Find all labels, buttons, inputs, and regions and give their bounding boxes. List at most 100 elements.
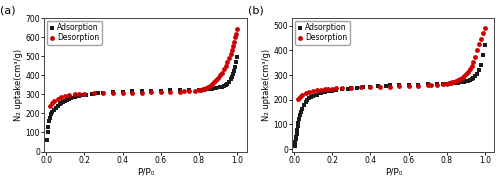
Legend: Adsorption, Desorption: Adsorption, Desorption — [46, 21, 102, 45]
Adsorption — [439, 82, 447, 85]
Desorption — [65, 94, 73, 97]
Desorption — [439, 83, 447, 86]
Adsorption — [338, 88, 346, 91]
Adsorption — [186, 89, 194, 92]
Desorption — [376, 85, 384, 88]
Desorption — [320, 88, 328, 91]
Desorption — [404, 85, 412, 88]
Adsorption — [204, 88, 212, 91]
Desorption — [395, 85, 403, 88]
Desorption — [210, 81, 218, 84]
Desorption — [446, 82, 454, 84]
Adsorption — [228, 76, 236, 78]
Adsorption — [472, 75, 480, 78]
Desorption — [186, 90, 194, 92]
Adsorption — [48, 111, 56, 114]
Adsorption — [344, 87, 351, 90]
Desorption — [218, 71, 226, 74]
Adsorption — [216, 86, 224, 89]
Desorption — [71, 93, 79, 96]
Desorption — [366, 86, 374, 89]
Adsorption — [43, 139, 51, 142]
Adsorption — [208, 87, 216, 90]
Adsorption — [230, 69, 238, 72]
Desorption — [229, 44, 237, 47]
Adsorption — [232, 61, 240, 64]
Adsorption — [292, 138, 300, 141]
Desorption — [196, 88, 204, 91]
Desorption — [208, 82, 216, 85]
Desorption — [50, 100, 58, 102]
Desorption — [226, 56, 234, 59]
Adsorption — [195, 88, 203, 91]
Adsorption — [304, 98, 312, 101]
Adsorption — [308, 96, 316, 98]
Adsorption — [54, 104, 62, 107]
Adsorption — [395, 84, 403, 87]
Adsorption — [52, 106, 60, 109]
Desorption — [58, 95, 66, 98]
Adsorption — [348, 87, 356, 90]
Adsorption — [320, 91, 328, 94]
Desorption — [200, 87, 208, 90]
Adsorption — [460, 80, 468, 83]
Desorption — [470, 60, 478, 63]
Adsorption — [118, 90, 126, 93]
Desorption — [306, 90, 314, 93]
Adsorption — [479, 54, 487, 57]
Adsorption — [433, 83, 441, 86]
Desorption — [433, 83, 441, 86]
Adsorption — [60, 100, 68, 103]
Adsorption — [477, 63, 485, 66]
Adsorption — [458, 81, 466, 84]
Desorption — [332, 87, 340, 90]
Adsorption — [295, 117, 303, 120]
Desorption — [474, 49, 482, 52]
Adsorption — [353, 86, 361, 89]
Adsorption — [309, 95, 317, 98]
Desorption — [62, 94, 70, 97]
Desorption — [180, 90, 188, 93]
Desorption — [48, 102, 56, 105]
Adsorption — [46, 116, 54, 119]
Desorption — [232, 32, 240, 35]
Adsorption — [63, 98, 71, 101]
Adsorption — [454, 81, 462, 84]
Adsorption — [424, 83, 432, 86]
Adsorption — [462, 80, 470, 83]
Desorption — [118, 91, 126, 94]
Adsorption — [450, 82, 458, 85]
Desorption — [324, 87, 332, 90]
Desorption — [456, 78, 464, 81]
Adsorption — [176, 89, 184, 92]
Adsorption — [366, 85, 374, 88]
Adsorption — [293, 129, 301, 132]
Desorption — [317, 88, 325, 91]
Adsorption — [470, 77, 478, 80]
Adsorption — [67, 97, 75, 100]
Desorption — [464, 70, 471, 73]
Desorption — [191, 89, 199, 92]
Desorption — [74, 93, 82, 96]
Adsorption — [317, 92, 325, 95]
Desorption — [448, 81, 456, 84]
Desorption — [328, 87, 336, 90]
Desorption — [357, 86, 365, 89]
Desorption — [386, 85, 394, 88]
Text: (b): (b) — [248, 6, 264, 16]
Desorption — [214, 77, 222, 80]
Adsorption — [58, 102, 66, 104]
Desorption — [195, 89, 203, 92]
Adsorption — [294, 125, 302, 128]
Adsorption — [464, 80, 471, 82]
Desorption — [424, 84, 432, 87]
Adsorption — [306, 97, 314, 100]
Desorption — [54, 97, 62, 100]
Desorption — [477, 37, 485, 40]
Adsorption — [292, 135, 300, 138]
Adsorption — [231, 65, 239, 68]
Desorption — [228, 48, 236, 51]
X-axis label: P/P₀: P/P₀ — [384, 167, 402, 176]
Desorption — [100, 92, 108, 95]
Desorption — [443, 82, 451, 85]
